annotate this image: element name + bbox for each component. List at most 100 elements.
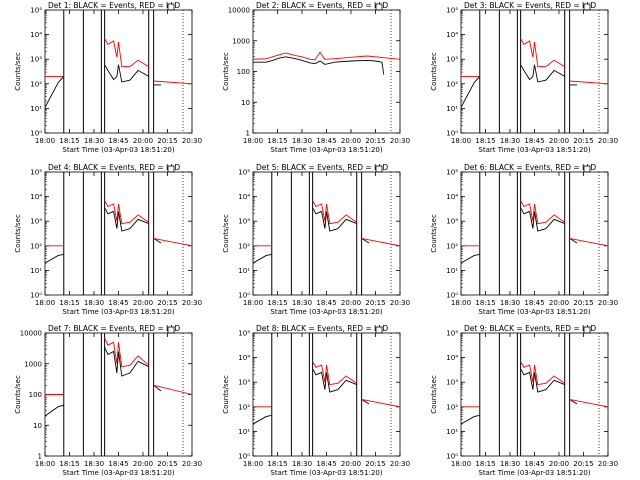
series-events-line xyxy=(104,346,149,377)
marker-box-icon xyxy=(375,165,383,173)
x-tick-label: 20:00 xyxy=(549,460,569,468)
y-tick-label: 10¹ xyxy=(446,428,458,436)
detector-panel-4: Det 4: BLACK = Events, RED = LLD 10⁰ 10¹ 10… xyxy=(14,163,202,316)
series-events-line xyxy=(252,253,272,264)
y-tick-label: 10⁰ xyxy=(30,292,42,300)
x-tick-label: 20:30 xyxy=(182,299,202,307)
y-tick-label: 10⁰ xyxy=(30,130,42,138)
x-axis-label: Start Time (03-Apr-03 18:51:20) xyxy=(478,308,590,316)
x-tick-label: 18:00 xyxy=(35,299,55,307)
x-tick-label: 18:00 xyxy=(35,460,55,468)
detector-panel-8: Det 8: BLACK = Events, RED = LLD 10⁰ 10¹ 10… xyxy=(222,324,410,477)
x-tick-label: 18:15 xyxy=(475,460,495,468)
y-tick-label: 10¹ xyxy=(446,105,458,113)
x-tick-label: 18:45 xyxy=(316,137,336,145)
x-axis-label: Start Time (03-Apr-03 18:51:20) xyxy=(270,308,382,316)
panel-title: Det 4: BLACK = Events, RED = LLD xyxy=(48,163,180,172)
x-tick-label: 20:15 xyxy=(573,460,593,468)
x-tick-label: 18:00 xyxy=(243,137,263,145)
y-tick-label: 10¹ xyxy=(30,105,42,113)
x-axis-label: Start Time (03-Apr-03 18:51:20) xyxy=(62,308,174,316)
y-tick-label: 10⁰ xyxy=(446,130,458,138)
series-lld-line xyxy=(104,200,149,225)
y-tick-label: 10⁰ xyxy=(446,453,458,461)
panel-title: Det 6: BLACK = Events, RED = LLD xyxy=(464,163,596,172)
y-tick-label: 10¹ xyxy=(30,267,42,275)
series-lld-line xyxy=(520,38,565,68)
plot-frame xyxy=(252,332,401,457)
panel-title: Det 9: BLACK = Events, RED = LLD xyxy=(464,324,596,333)
x-tick-label: 20:30 xyxy=(598,460,618,468)
x-tick-label: 18:30 xyxy=(500,137,520,145)
y-axis-label: Counts/sec xyxy=(430,214,438,253)
y-tick-label: 100 xyxy=(237,68,250,76)
series-lld-line xyxy=(104,38,149,68)
series-lld-line xyxy=(361,398,401,408)
marker-box-icon xyxy=(583,165,591,173)
y-tick-label: 10² xyxy=(30,80,42,88)
y-tick-label: 10⁵ xyxy=(446,330,458,338)
x-tick-label: 20:00 xyxy=(549,299,569,307)
series-events-line xyxy=(44,76,65,108)
y-tick-label: 10² xyxy=(238,403,250,411)
series-lld-line xyxy=(569,398,609,408)
panel-title: Det 7: BLACK = Events, RED = LLD xyxy=(48,324,180,333)
y-tick-label: 10⁴ xyxy=(30,193,42,201)
series-events-line xyxy=(361,399,370,405)
detector-panel-1: Det 1: BLACK = Events, RED = LLD 10⁰ 10¹ 10… xyxy=(14,1,202,154)
x-tick-label: 18:15 xyxy=(475,299,495,307)
x-tick-label: 18:45 xyxy=(108,299,128,307)
x-tick-label: 20:30 xyxy=(390,299,410,307)
y-tick-label: 10³ xyxy=(446,218,458,226)
x-tick-label: 20:30 xyxy=(598,137,618,145)
y-tick-label: 10⁵ xyxy=(30,169,42,177)
x-tick-label: 18:15 xyxy=(267,299,287,307)
x-tick-label: 18:00 xyxy=(451,299,471,307)
y-axis-label: Counts/sec xyxy=(430,375,438,414)
series-lld-line xyxy=(153,80,193,85)
series-events-line xyxy=(153,384,162,392)
x-tick-label: 20:15 xyxy=(157,460,177,468)
x-tick-label: 18:45 xyxy=(316,299,336,307)
y-tick-label: 10 xyxy=(33,422,42,430)
panel-title: Det 8: BLACK = Events, RED = LLD xyxy=(256,324,388,333)
y-tick-label: 10000 xyxy=(20,330,42,338)
y-tick-label: 1000 xyxy=(24,360,42,368)
y-tick-label: 10⁰ xyxy=(238,292,250,300)
y-axis-label: Counts/sec xyxy=(14,214,22,253)
y-tick-label: 10⁴ xyxy=(238,193,250,201)
series-lld-line xyxy=(252,51,401,61)
x-tick-label: 18:15 xyxy=(59,299,79,307)
y-axis-label: Counts/sec xyxy=(222,375,230,414)
x-tick-label: 18:45 xyxy=(524,299,544,307)
x-tick-label: 20:15 xyxy=(157,137,177,145)
y-tick-label: 10³ xyxy=(446,56,458,64)
plot-frame xyxy=(252,171,401,296)
plot-frame xyxy=(460,9,609,134)
x-tick-label: 20:00 xyxy=(341,137,361,145)
y-tick-label: 10⁴ xyxy=(446,193,458,201)
x-tick-label: 20:30 xyxy=(390,137,410,145)
detector-panel-3: Det 3: BLACK = Events, RED = LLD 10⁰ 10¹ 10… xyxy=(430,1,618,154)
y-axis-label: Counts/sec xyxy=(222,214,230,253)
series-events-line xyxy=(44,253,64,264)
series-events-line xyxy=(520,207,565,232)
series-events-line xyxy=(312,207,357,232)
x-tick-label: 18:45 xyxy=(524,460,544,468)
x-tick-label: 18:30 xyxy=(84,460,104,468)
x-tick-label: 18:00 xyxy=(35,137,55,145)
y-tick-label: 10⁵ xyxy=(238,169,250,177)
y-tick-label: 10⁴ xyxy=(30,31,42,39)
x-tick-label: 18:00 xyxy=(243,299,263,307)
detector-panel-6: Det 6: BLACK = Events, RED = LLD 10⁰ 10¹ 10… xyxy=(430,163,618,316)
series-events-line xyxy=(153,238,162,244)
x-axis-label: Start Time (03-Apr-03 18:51:20) xyxy=(62,146,174,154)
y-tick-label: 10⁵ xyxy=(30,7,42,15)
x-tick-label: 18:45 xyxy=(108,460,128,468)
x-tick-label: 18:15 xyxy=(267,137,287,145)
x-tick-label: 18:15 xyxy=(267,460,287,468)
x-tick-label: 20:30 xyxy=(598,299,618,307)
marker-box-icon xyxy=(167,165,175,173)
x-tick-label: 20:15 xyxy=(573,137,593,145)
